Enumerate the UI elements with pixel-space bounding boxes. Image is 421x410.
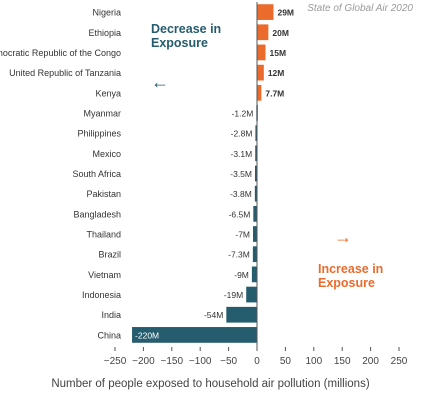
y-tick-label: Myanmar bbox=[83, 108, 121, 118]
y-tick-label: Kenya bbox=[95, 88, 121, 98]
bar bbox=[252, 246, 257, 263]
data-label: 20M bbox=[272, 28, 289, 38]
x-tick-label: −150 bbox=[161, 356, 184, 367]
bar bbox=[246, 286, 257, 303]
increase-annotation-line2: Exposure bbox=[318, 276, 375, 290]
bar bbox=[132, 327, 257, 343]
increase-annotation-line1: Increase in bbox=[318, 262, 384, 276]
data-label: -3.5M bbox=[230, 169, 252, 179]
y-tick-label: South Africa bbox=[72, 169, 121, 179]
data-label: 29M bbox=[277, 8, 294, 18]
chart-credit: State of Global Air 2020 bbox=[307, 3, 413, 14]
x-tick-label: 100 bbox=[305, 356, 322, 367]
decrease-annotation-line1: Decrease in bbox=[151, 22, 222, 36]
data-label: -3.1M bbox=[231, 149, 253, 159]
data-label: -54M bbox=[204, 310, 223, 320]
y-tick-label: India bbox=[101, 310, 121, 320]
bar bbox=[257, 64, 264, 81]
bar bbox=[257, 84, 262, 101]
y-tick-label: Brazil bbox=[98, 250, 121, 260]
y-tick-label: Mexico bbox=[92, 149, 121, 159]
y-tick-label: Indonesia bbox=[82, 290, 121, 300]
arrow-left-icon: ← bbox=[151, 72, 169, 92]
data-label: -220M bbox=[135, 330, 159, 340]
x-tick-label: 250 bbox=[391, 356, 408, 367]
bar bbox=[257, 44, 266, 61]
data-label: -7.3M bbox=[228, 250, 250, 260]
data-label: -7M bbox=[235, 230, 250, 240]
arrow-right-icon: → bbox=[334, 227, 352, 247]
decrease-annotation-line2: Exposure bbox=[151, 36, 208, 50]
x-tick-label: 0 bbox=[254, 356, 260, 367]
y-tick-label: United Republic of Tanzania bbox=[9, 68, 121, 78]
x-tick-label: 150 bbox=[334, 356, 351, 367]
data-label: 15M bbox=[270, 48, 287, 58]
bar bbox=[255, 125, 257, 142]
data-label: -2.8M bbox=[231, 129, 253, 139]
y-tick-label: Philippines bbox=[77, 129, 121, 139]
y-tick-label: Vietnam bbox=[88, 270, 121, 280]
data-label: -19M bbox=[224, 290, 243, 300]
bar bbox=[251, 266, 257, 283]
y-tick-label: Pakistan bbox=[86, 189, 121, 199]
data-label: 7.7M bbox=[265, 88, 284, 98]
bar bbox=[226, 306, 257, 323]
data-label: -1.2M bbox=[232, 108, 254, 118]
data-label: -3.8M bbox=[230, 189, 252, 199]
y-tick-label: Democratic Republic of the Congo bbox=[0, 48, 121, 58]
bar bbox=[255, 145, 257, 162]
x-tick-label: 50 bbox=[280, 356, 292, 367]
x-tick-label: 200 bbox=[362, 356, 379, 367]
data-label: -9M bbox=[234, 270, 249, 280]
increase-annotation: Increase in Exposure bbox=[318, 262, 383, 290]
y-tick-label: Nigeria bbox=[92, 8, 121, 18]
x-tick-label: −200 bbox=[132, 356, 155, 367]
bar bbox=[253, 205, 257, 222]
y-tick-label: China bbox=[97, 330, 121, 340]
bar bbox=[257, 24, 269, 41]
bar bbox=[253, 226, 257, 242]
bar bbox=[254, 185, 257, 202]
bar bbox=[257, 4, 274, 20]
y-tick-label: Bangladesh bbox=[73, 209, 121, 219]
x-tick-label: −100 bbox=[189, 356, 212, 367]
y-tick-label: Thailand bbox=[86, 230, 121, 240]
data-label: -6.5M bbox=[229, 209, 251, 219]
x-axis-label: Number of people exposed to household ai… bbox=[51, 378, 370, 390]
x-tick-label: −50 bbox=[220, 356, 237, 367]
x-tick-label: −250 bbox=[104, 356, 127, 367]
bar bbox=[255, 165, 257, 182]
data-label: 12M bbox=[268, 68, 285, 78]
decrease-annotation: Decrease in Exposure bbox=[151, 22, 221, 50]
y-tick-label: Ethiopia bbox=[88, 28, 121, 38]
